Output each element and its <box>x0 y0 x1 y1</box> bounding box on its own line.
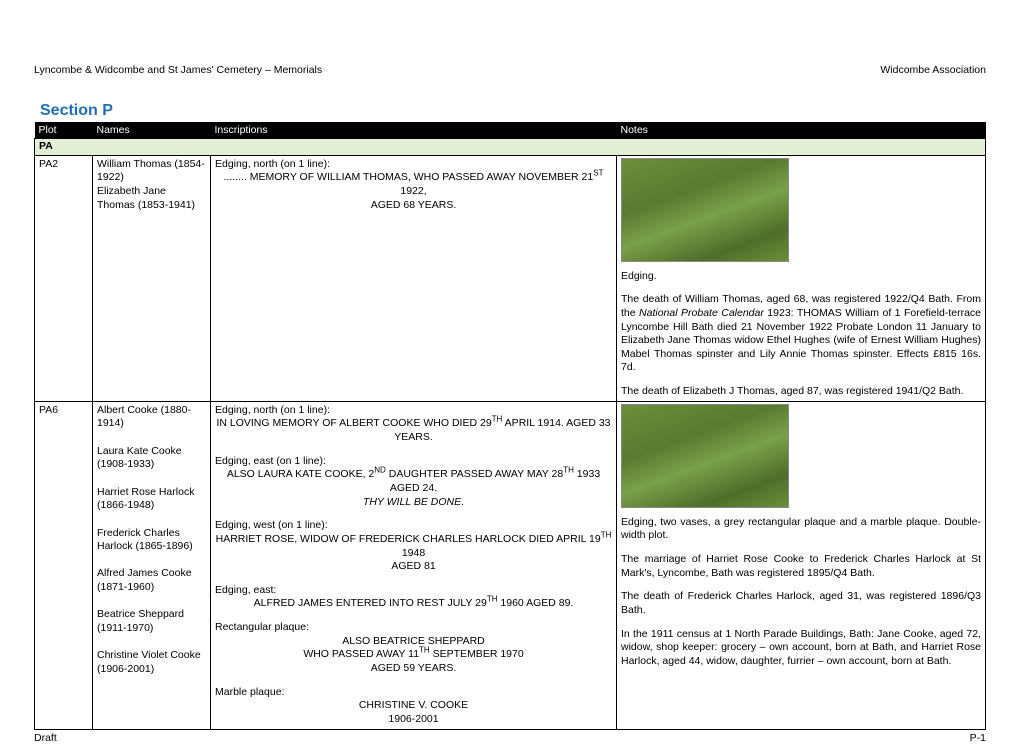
notes-paragraph: The marriage of Harriet Rose Cooke to Fr… <box>621 553 981 580</box>
header-left: Lyncombe & Widcombe and St James' Cemete… <box>34 64 322 76</box>
name-entry: Frederick Charles Harlock (1865-1896) <box>97 527 206 554</box>
col-notes: Notes <box>617 122 986 139</box>
name-entry: Laura Kate Cooke (1908-1933) <box>97 445 206 472</box>
inscription-label: Edging, north (on 1 line): <box>215 158 612 172</box>
col-plot: Plot <box>35 122 93 139</box>
col-inscriptions: Inscriptions <box>211 122 617 139</box>
cell-notes: Edging. The death of William Thomas, age… <box>617 155 986 401</box>
name-entry: Elizabeth Jane Thomas (1853-1941) <box>97 185 206 212</box>
notes-paragraph: The death of Elizabeth J Thomas, aged 87… <box>621 385 981 399</box>
inscription-line: AGED 59 YEARS. <box>215 662 612 676</box>
name-entry: Alfred James Cooke (1871-1960) <box>97 567 206 594</box>
header-right: Widcombe Association <box>880 64 986 76</box>
subsection-row: PA <box>35 139 986 156</box>
grave-photo <box>621 404 789 508</box>
footer-left: Draft <box>34 732 57 744</box>
inscription-label: Edging, east (on 1 line): <box>215 455 612 469</box>
table-header-row: Plot Names Inscriptions Notes <box>35 122 986 139</box>
inscription-line: WHO PASSED AWAY 11TH SEPTEMBER 1970 <box>215 648 612 662</box>
notes-paragraph: The death of William Thomas, aged 68, wa… <box>621 293 981 375</box>
memorials-table: Plot Names Inscriptions Notes PA PA2 Wil… <box>34 122 986 730</box>
grave-photo <box>621 158 789 262</box>
notes-caption: Edging. <box>621 270 981 284</box>
name-entry: Albert Cooke (1880-1914) <box>97 404 206 431</box>
page-footer: Draft P-1 <box>34 732 986 744</box>
page-header: Lyncombe & Widcombe and St James' Cemete… <box>34 64 986 76</box>
inscription-line: AGED 68 YEARS. <box>215 199 612 213</box>
inscription-line: ALSO LAURA KATE COOKE, 2ND DAUGHTER PASS… <box>215 468 612 495</box>
inscription-line: YEARS. <box>215 431 612 445</box>
inscription-line: HARRIET ROSE, WIDOW OF FREDERICK CHARLES… <box>215 533 612 560</box>
cell-inscriptions: Edging, north (on 1 line): ........ MEMO… <box>211 155 617 401</box>
inscription-label: Edging, north (on 1 line): <box>215 404 612 418</box>
inscription-line: ........ MEMORY OF WILLIAM THOMAS, WHO P… <box>215 171 612 198</box>
inscription-label: Rectangular plaque: <box>215 621 612 635</box>
inscription-line: ALSO BEATRICE SHEPPARD <box>215 635 612 649</box>
cell-plot: PA6 <box>35 401 93 729</box>
name-entry: Harriet Rose Harlock (1866-1948) <box>97 486 206 513</box>
cell-inscriptions: Edging, north (on 1 line): IN LOVING MEM… <box>211 401 617 729</box>
inscription-line: AGED 81 <box>215 560 612 574</box>
cell-names: Albert Cooke (1880-1914) Laura Kate Cook… <box>93 401 211 729</box>
inscription-line: CHRISTINE V. COOKE <box>215 699 612 713</box>
inscription-line: IN LOVING MEMORY OF ALBERT COOKE WHO DIE… <box>215 417 612 431</box>
footer-right: P-1 <box>970 732 986 744</box>
inscription-label: Edging, east: <box>215 584 612 598</box>
name-entry: Beatrice Sheppard (1911-1970) <box>97 608 206 635</box>
col-names: Names <box>93 122 211 139</box>
cell-notes: Edging, two vases, a grey rectangular pl… <box>617 401 986 729</box>
cell-plot: PA2 <box>35 155 93 401</box>
cell-names: William Thomas (1854-1922) Elizabeth Jan… <box>93 155 211 401</box>
subsection-label: PA <box>35 139 986 156</box>
section-title: Section P <box>40 102 986 120</box>
notes-paragraph: In the 1911 census at 1 North Parade Bui… <box>621 628 981 669</box>
name-entry: William Thomas (1854-1922) <box>97 158 206 185</box>
notes-caption: Edging, two vases, a grey rectangular pl… <box>621 516 981 543</box>
inscription-label: Marble plaque: <box>215 686 612 700</box>
inscription-line: 1906-2001 <box>215 713 612 727</box>
table-row: PA6 Albert Cooke (1880-1914) Laura Kate … <box>35 401 986 729</box>
inscription-line: ALFRED JAMES ENTERED INTO REST JULY 29TH… <box>215 597 612 611</box>
inscription-label: Edging, west (on 1 line): <box>215 519 612 533</box>
name-entry: Christine Violet Cooke (1906-2001) <box>97 649 206 676</box>
notes-paragraph: The death of Frederick Charles Harlock, … <box>621 590 981 617</box>
table-row: PA2 William Thomas (1854-1922) Elizabeth… <box>35 155 986 401</box>
inscription-line: THY WILL BE DONE. <box>215 496 612 510</box>
